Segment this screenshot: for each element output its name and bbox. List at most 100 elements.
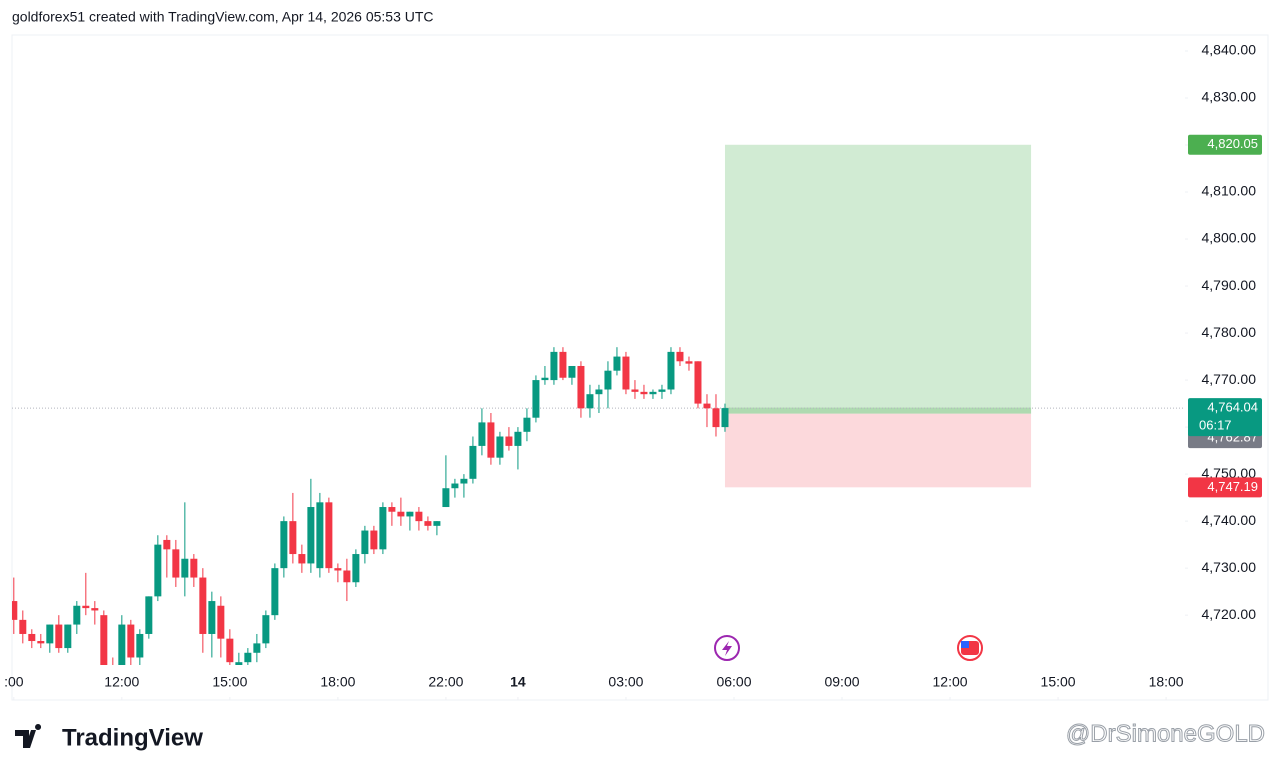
candle-body [460,478,468,484]
candle-body [64,624,72,649]
candle-body [721,408,729,428]
candle-body [487,422,495,458]
candle-body [694,361,702,404]
stop-zone [724,413,1032,488]
y-tick-label: 4,730.00 [1202,559,1257,575]
candle-body [73,605,81,625]
entry-band [724,407,1032,414]
stop-label: 4,747.19 [1207,479,1258,494]
candle-body [433,521,441,526]
candle-body [163,539,171,550]
y-tick-label: 4,750.00 [1202,465,1257,481]
candle-body [181,558,189,578]
x-tick-label: 12:00 [933,674,968,690]
y-tick-label: 4,800.00 [1202,230,1257,246]
candle-body [640,391,648,395]
countdown: 06:17 [1199,418,1232,433]
candle-body [244,652,252,663]
candle-body [451,483,459,489]
candle-body [613,356,621,371]
candle-body [712,408,720,428]
candle-body [172,549,180,578]
candle-body [271,568,279,616]
candle-body [316,502,324,569]
plot [12,144,1185,665]
candle-body [496,436,504,458]
candle-body [118,624,126,665]
x-tick-label: 03:00 [608,674,643,690]
candle-body [676,351,684,362]
candle-body [604,370,612,390]
y-tick-label: 4,780.00 [1202,324,1257,340]
candle-body [415,511,423,522]
target-label: 4,820.05 [1207,136,1258,151]
x-tick-label: 15:00 [212,674,247,690]
x-tick-label: 18:00 [320,674,355,690]
tv-logo: TradingView [62,724,203,751]
candle-body [703,403,711,409]
candle-body [352,554,360,583]
candle-body [325,502,333,569]
candle-body [541,377,549,381]
candle-body [154,544,162,597]
candle-body [208,601,216,634]
candle-body [622,356,630,390]
candle-body [253,643,261,653]
candle-body [226,638,234,663]
candle-body [82,605,90,609]
candle-body [217,605,225,639]
y-tick-label: 4,810.00 [1202,183,1257,199]
x-tick-label: 14 [510,674,526,690]
candle-body [37,641,45,644]
frame [11,34,1269,701]
x-tick-label: 18:00 [1149,674,1184,690]
candle-body [478,422,486,446]
candle-body [262,615,270,644]
target-zone [724,144,1032,414]
candle-body [298,554,306,564]
target-tag [1188,134,1262,155]
candle-body [559,351,567,378]
x-tick-label: 12:00 [104,674,139,690]
stop-tag [1188,477,1262,498]
y-tick-label: 4,740.00 [1202,512,1257,528]
candle-body [631,389,639,392]
current-price-tag [1188,398,1262,437]
candle-body [190,558,198,578]
candle-body [289,521,297,555]
x-tick-label: 22:00 [428,674,463,690]
candle-body [280,521,288,569]
candle-body [532,380,540,418]
candle-body [136,633,144,658]
flag-canton [961,641,969,648]
candle-body [469,445,477,479]
candle-body [19,619,27,634]
candle-body [685,361,693,364]
y-tick-label: 4,830.00 [1202,89,1257,105]
candle-body [388,507,396,512]
candle-body [46,624,54,644]
tv-logo-icon [15,724,42,748]
y-tick-label: 4,770.00 [1202,371,1257,387]
candle-body [397,511,405,517]
header: goldforex51 created with TradingView.com… [12,9,434,25]
y-tick-label: 4,720.00 [1202,606,1257,622]
watermark: @DrSimoneGOLD [1066,720,1265,747]
candle-body [145,596,153,634]
candle-body [307,507,315,564]
candle-body [424,521,432,526]
candle-body [649,391,657,395]
candle-body [406,511,414,517]
candle-body [199,577,207,634]
candle-body [100,615,108,665]
candle-body [442,488,450,508]
candle-body [55,624,63,649]
candle-body [28,633,36,642]
candle-body [127,624,135,658]
x-tick-label: 09:00 [824,674,859,690]
candle-body [361,530,369,555]
candle-body [370,530,378,550]
candle-body [577,365,585,409]
candle-body [505,436,513,446]
